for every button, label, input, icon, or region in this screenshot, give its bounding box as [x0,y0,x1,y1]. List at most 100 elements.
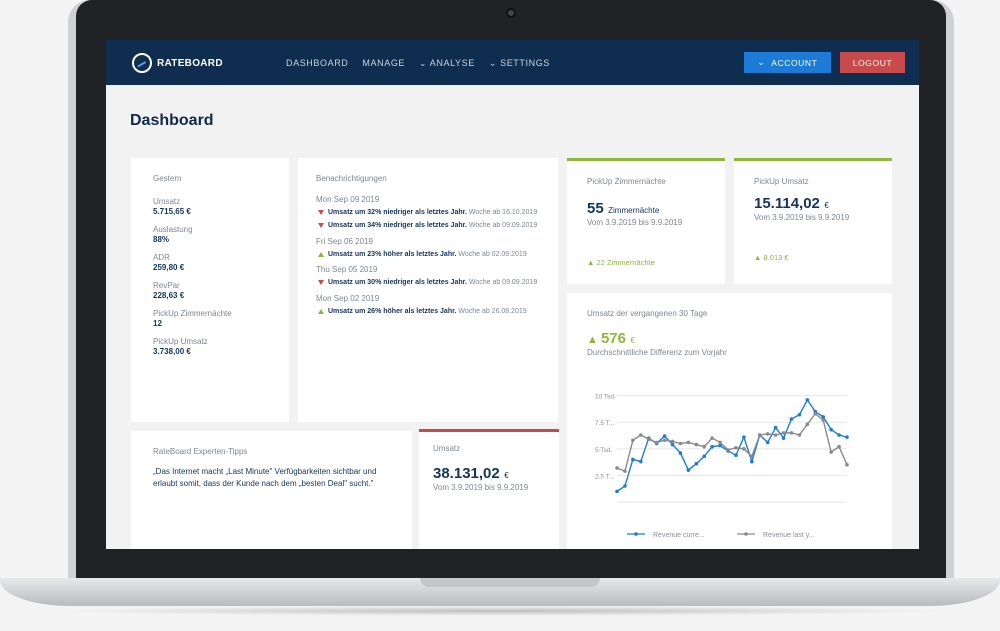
data-point [821,415,826,419]
yesterday-title: Gestern [153,174,182,183]
yesterday-card: Gestern Umsatz 5.715,65 € Auslastung 88% A… [131,158,289,422]
notification-date: Fri Sep 06 2019 [316,236,373,246]
account-label: ACCOUNT [771,57,818,68]
stat-value: 3.738,00 € [153,347,191,356]
revenue-30-days-card: Umsatz der vergangenen 30 Tage ▲ 576 € D… [567,293,892,549]
top-navbar: RATEBOARD DASHBOARD MANAGE ⌄ ANALYSE ⌄ S… [106,40,919,85]
account-button[interactable]: ⌄ ACCOUNT [744,52,831,73]
y-tick-label: 2.5 T... [595,473,615,480]
data-point [654,440,659,445]
data-point [631,457,635,462]
data-point [718,443,722,448]
revenue-30-title: Umsatz der vergangenen 30 Tage [587,309,708,318]
notification-item[interactable]: Umsatz um 34% niedriger als letztes Jahr… [318,221,540,230]
stat-value: 12 [153,319,162,328]
revenue-line-chart: 10 Tsd. 7.5 T... 5 Tsd. 2.5 T... Revenue cur… [595,394,849,539]
notification-item[interactable]: Umsatz um 32% niedriger als letztes Jahr… [318,208,540,217]
stat-value: 228,63 € [153,291,185,300]
arrow-up-icon [318,308,324,314]
revenue-title: Umsatz [433,444,461,453]
data-point [837,444,841,449]
tips-title: RateBoard Experten-Tipps [153,447,248,456]
data-point [638,433,643,437]
data-point [742,435,746,439]
notification-item[interactable]: Umsatz um 23% höher als letztes Jahr. Wo… [318,250,540,259]
chevron-down-icon: ⌄ [757,57,772,67]
arrow-up-icon: ▲ [754,253,764,262]
arrow-down-icon [318,223,324,229]
pickup-revenue-value: 15.114,02 [754,195,820,212]
notification-text: Umsatz um 23% höher als letztes Jahr. [328,250,457,258]
brand-name: RATEBOARD [157,57,223,69]
notification-sub: Woche ab 02.09.2019 [458,250,527,258]
nav-manage[interactable]: MANAGE [362,58,406,68]
y-tick-label: 7.5 T... [595,420,615,427]
nav-dashboard[interactable]: DASHBOARD [286,58,349,68]
nav-analyse[interactable]: ⌄ ANALYSE [419,58,475,69]
data-point [686,468,691,472]
nav-settings[interactable]: ⌄ SETTINGS [489,58,550,69]
notification-sub: Woche ab 09.09.2019 [468,222,538,230]
app-window: RATEBOARD DASHBOARD MANAGE ⌄ ANALYSE ⌄ S… [106,40,919,549]
data-point [670,439,675,444]
legend-label: Revenue curre... [653,532,705,539]
arrow-up-icon [318,251,324,257]
stat-adr: ADR 259,80 € [153,253,267,272]
notification-sub: Woche ab 16.10.2019 [468,209,538,216]
legend-label: Revenue last y... [763,532,815,539]
nav-analyse-label: ANALYSE [429,58,475,68]
data-point [797,433,802,437]
stat-value: 259,80 € [153,263,185,272]
legend-swatch-dot [634,532,638,536]
notification-date: Mon Sep 02 2019 [316,293,380,303]
pickup-nights-unit: Zimmernächte [608,206,660,215]
stat-occupancy: Auslastung 88% [153,225,267,244]
pickup-nights-card: PickUp Zimmernächte 55 Zimmernächte Vom … [567,158,725,284]
data-point [773,433,778,437]
chevron-down-icon: ⌄ [488,58,501,68]
data-point [623,469,627,473]
data-point [765,440,770,445]
data-point [678,441,683,446]
notification-sub: Woche ab 26.08.2019 [458,307,527,315]
data-point [742,447,746,451]
pickup-revenue-title: PickUp Umsatz [754,177,809,186]
legend-swatch-dot [744,532,748,536]
laptop-shadow [50,606,950,616]
data-point [662,434,667,438]
stat-label: ADR [153,253,170,262]
notification-sub: Woche ab 09.09.2019 [468,279,538,287]
pickup-nights-delta-value: 22 Zimmernächte [596,258,655,267]
data-point [734,445,738,450]
brand-logo[interactable]: RATEBOARD [132,53,223,73]
data-point [805,398,810,402]
data-point [773,425,778,430]
webcam [506,8,516,18]
pickup-revenue-unit: € [824,201,829,210]
pickup-revenue-delta-value: 8.013 € [763,253,789,262]
revenue-30-diff: ▲ 576 € [587,330,872,348]
logout-button[interactable]: LOGOUT [840,52,905,73]
data-point [789,431,794,435]
data-point [694,461,699,466]
notification-item[interactable]: Umsatz um 26% höher als letztes Jahr. Wo… [318,307,540,316]
data-point [821,418,826,422]
stat-revenue: Umsatz 5.715,65 € [153,197,267,216]
revenue-30-unit: € [630,336,635,345]
stat-label: PickUp Umsatz [153,337,208,346]
main-nav: DASHBOARD MANAGE ⌄ ANALYSE ⌄ SETTINGS [286,58,550,69]
pickup-nights-period: Vom 3.9.2019 bis 9.9.2019 [587,218,683,227]
stat-pickup-nights: PickUp Zimmernächte 12 [153,309,267,328]
data-point [615,466,619,470]
data-point [710,444,714,449]
pickup-nights-value: 55 [587,200,604,217]
data-point [702,454,707,459]
data-point [734,453,738,457]
data-point [623,484,627,488]
data-point [845,462,849,467]
pickup-nights-delta: ▲ 22 Zimmernächte [587,258,705,267]
tips-text: „Das Internet macht „Last Minute" Verfüg… [153,467,377,488]
laptop-notch [420,578,600,587]
notification-text: Umsatz um 34% niedriger als letztes Jahr… [328,222,467,230]
notification-item[interactable]: Umsatz um 30% niedriger als letztes Jahr… [318,278,540,287]
